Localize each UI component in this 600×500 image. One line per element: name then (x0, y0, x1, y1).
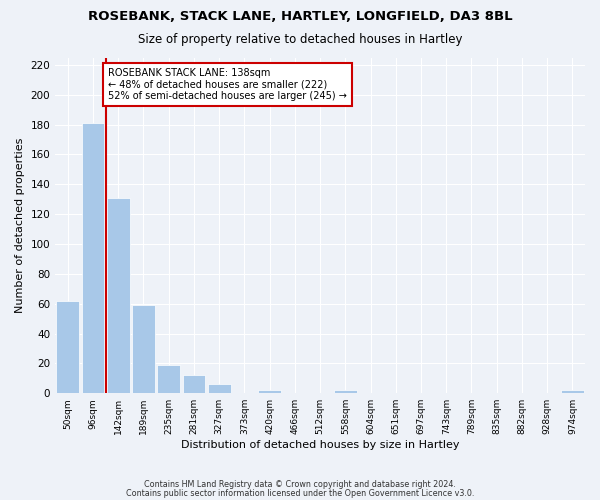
Bar (82, 123, 104, 393)
Bar (132, 305, 155, 393)
Text: ROSEBANK STACK LANE: 138sqm
← 48% of detached houses are smaller (222)
52% of se: ROSEBANK STACK LANE: 138sqm ← 48% of det… (108, 68, 347, 101)
Bar (561, 390, 584, 393)
Text: Contains public sector information licensed under the Open Government Licence v3: Contains public sector information licen… (126, 489, 474, 498)
Bar (182, 376, 205, 393)
Bar (258, 390, 281, 393)
Bar (334, 390, 356, 393)
Bar (157, 365, 180, 393)
Bar (107, 198, 130, 393)
Text: Size of property relative to detached houses in Hartley: Size of property relative to detached ho… (138, 32, 462, 46)
Bar (56, 300, 79, 393)
Text: Contains HM Land Registry data © Crown copyright and database right 2024.: Contains HM Land Registry data © Crown c… (144, 480, 456, 489)
Bar (208, 384, 230, 393)
X-axis label: Distribution of detached houses by size in Hartley: Distribution of detached houses by size … (181, 440, 460, 450)
Y-axis label: Number of detached properties: Number of detached properties (15, 138, 25, 313)
Text: ROSEBANK, STACK LANE, HARTLEY, LONGFIELD, DA3 8BL: ROSEBANK, STACK LANE, HARTLEY, LONGFIELD… (88, 10, 512, 23)
